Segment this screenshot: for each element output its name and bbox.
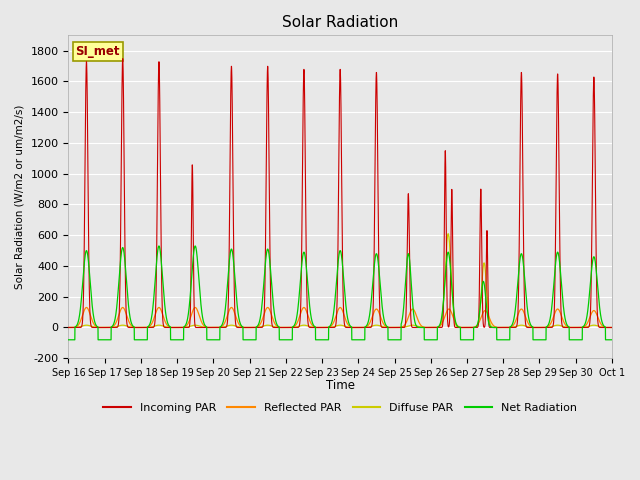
Title: Solar Radiation: Solar Radiation	[282, 15, 398, 30]
Y-axis label: Solar Radiation (W/m2 or um/m2/s): Solar Radiation (W/m2 or um/m2/s)	[15, 105, 25, 289]
Legend: Incoming PAR, Reflected PAR, Diffuse PAR, Net Radiation: Incoming PAR, Reflected PAR, Diffuse PAR…	[99, 398, 582, 417]
Text: SI_met: SI_met	[76, 45, 120, 58]
X-axis label: Time: Time	[326, 379, 355, 392]
